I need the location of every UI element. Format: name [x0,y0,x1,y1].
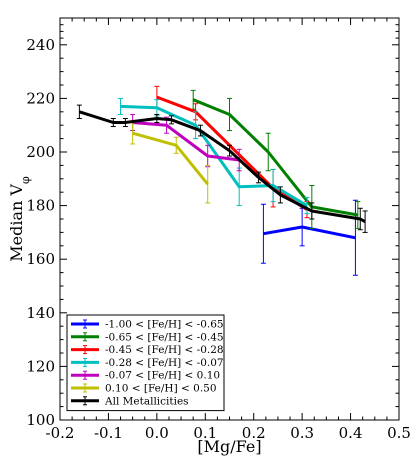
series-1 [190,89,361,229]
series-line [132,121,240,162]
x-tick-label: -0.1 [94,424,123,442]
y-axis-title: Median Vφ [7,176,32,262]
y-tick-label: 240 [26,36,55,54]
series-line [263,225,356,240]
y-tick-label: 100 [26,411,55,429]
y-axis-title-subscript: φ [19,176,32,184]
x-tick-label: 0.2 [242,424,266,442]
y-tick-label: 160 [26,250,55,268]
x-tick-label: 0.1 [193,424,217,442]
legend-label: -1.00 < [Fe/H] < -0.65 [105,319,224,331]
x-axis-title: [Mg/Fe] [197,437,261,456]
legend-label: All Metallicities [104,395,189,407]
y-tick-label: 180 [26,197,55,215]
tick-labels: -0.2 -0.1 0.0 0.1 0.2 0.3 0.4 0.5 100 120 140 160 18… [26,36,411,442]
x-tick-label: 0.5 [387,424,411,442]
plot-area [76,85,368,276]
y-tick-label: 120 [26,357,55,375]
y-tick-label: 140 [26,304,55,322]
legend-label: -0.07 < [Fe/H] < 0.10 [105,370,220,382]
legend-label: -0.28 < [Fe/H] < -0.07 [105,357,224,369]
axis-ticks [59,18,400,421]
legend-label: -0.45 < [Fe/H] < -0.28 [105,344,224,356]
legend: -1.00 < [Fe/H] < -0.65-0.65 < [Fe/H] < -… [66,314,225,412]
series-line [132,131,209,186]
x-tick-label: 0.0 [145,424,169,442]
y-tick-label: 220 [26,89,55,107]
series-6 [76,104,368,233]
series-5 [130,122,211,204]
series-line [192,98,359,217]
series-0 [260,199,358,276]
series-line [78,110,366,224]
legend-label: -0.65 < [Fe/H] < -0.45 [105,331,224,343]
x-tick-label: 0.3 [290,424,314,442]
y-axis-title-main: Median V [7,184,26,262]
x-tick-label: 0.4 [339,424,363,442]
legend-label: 0.10 < [Fe/H] < 0.50 [105,383,217,395]
y-tick-label: 200 [26,143,55,161]
x-tick-label: -0.2 [46,424,75,442]
